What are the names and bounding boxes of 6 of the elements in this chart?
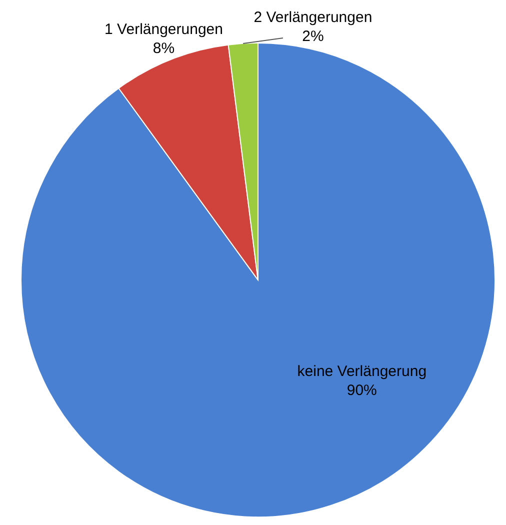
data-label: 8%	[152, 40, 175, 58]
data-label: 90%	[346, 382, 377, 399]
data-label: 2%	[302, 28, 324, 46]
slice-label: 1 Verlängerungen	[104, 21, 223, 38]
slice-label: keine Verlängerung	[297, 362, 427, 380]
slice-label: 2 Verlängerungen	[254, 9, 372, 26]
